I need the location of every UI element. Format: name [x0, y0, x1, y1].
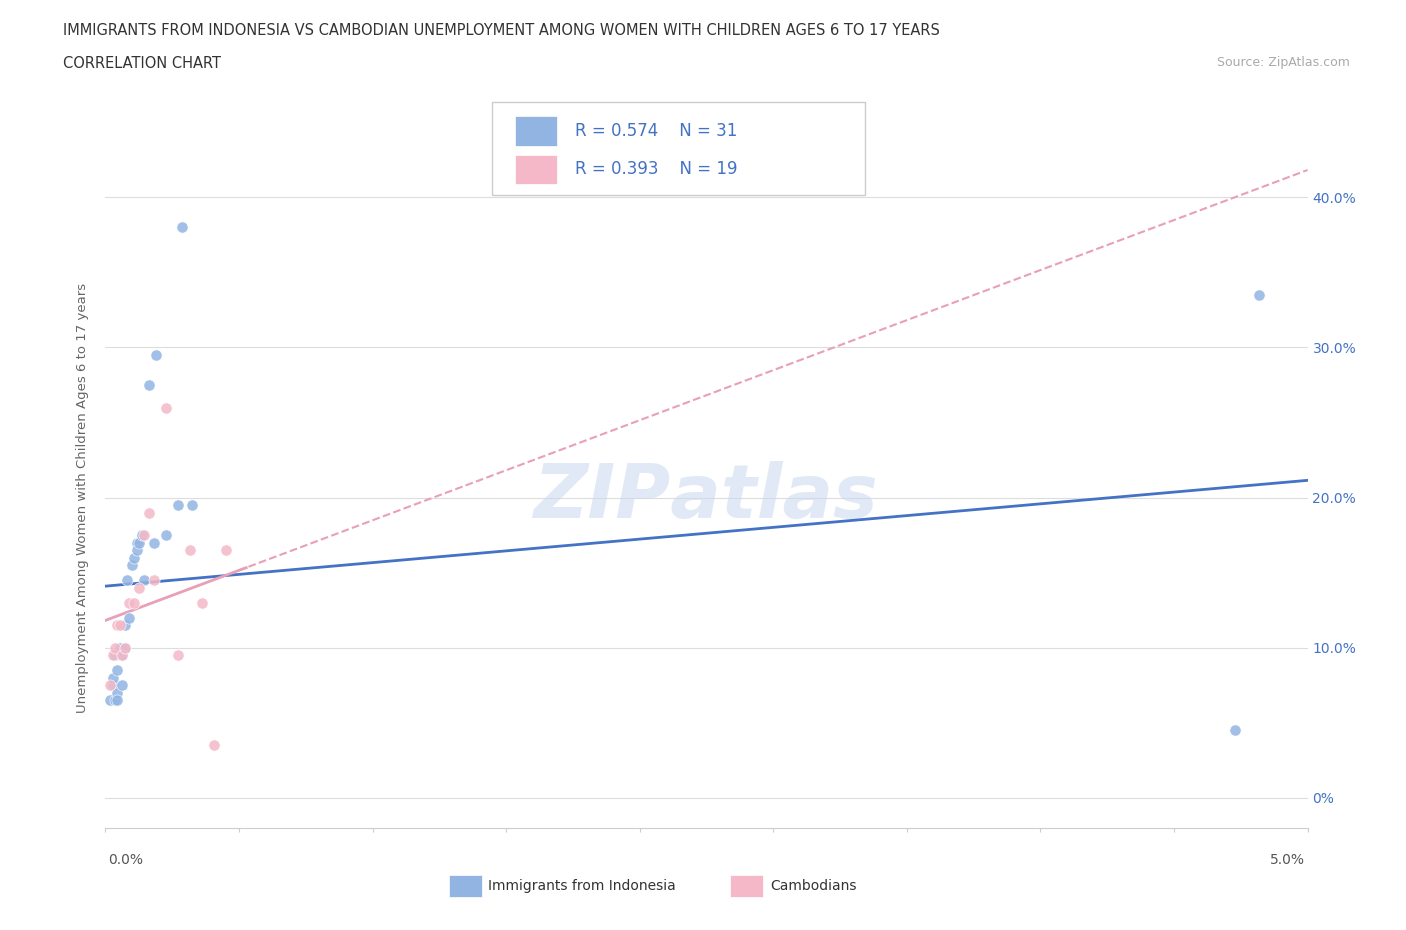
Point	[155, 400, 177, 415]
Point	[107, 663, 129, 678]
Point	[124, 551, 146, 565]
Point	[107, 693, 129, 708]
Text: Cambodians: Cambodians	[770, 879, 858, 894]
Point	[118, 610, 141, 625]
Point	[142, 573, 165, 588]
Point	[125, 542, 148, 557]
Y-axis label: Unemployment Among Women with Children Ages 6 to 17 years: Unemployment Among Women with Children A…	[76, 283, 90, 712]
Text: R = 0.574    N = 31: R = 0.574 N = 31	[575, 122, 737, 140]
Point	[214, 542, 236, 557]
Point	[155, 527, 177, 542]
Point	[121, 558, 143, 573]
Point	[1249, 287, 1271, 302]
Point	[128, 580, 150, 595]
Point	[104, 640, 127, 655]
Point	[190, 595, 212, 610]
Point	[111, 647, 134, 662]
Point	[202, 737, 225, 752]
Point	[125, 535, 148, 550]
Point	[131, 527, 153, 542]
Point	[132, 527, 155, 542]
Point	[107, 618, 129, 632]
Point	[128, 535, 150, 550]
Point	[107, 685, 129, 700]
Point	[111, 678, 134, 693]
Point	[118, 595, 141, 610]
Point	[101, 671, 124, 685]
Point	[138, 505, 160, 520]
Point	[1225, 723, 1247, 737]
Text: R = 0.393    N = 19: R = 0.393 N = 19	[575, 161, 738, 179]
Point	[114, 640, 136, 655]
Point	[142, 535, 165, 550]
Point	[98, 693, 121, 708]
Text: Source: ZipAtlas.com: Source: ZipAtlas.com	[1216, 56, 1350, 69]
Point	[172, 220, 194, 235]
Text: CORRELATION CHART: CORRELATION CHART	[63, 56, 221, 71]
Point	[104, 647, 127, 662]
Point	[145, 348, 167, 363]
Point	[124, 595, 146, 610]
Point	[108, 640, 131, 655]
Point	[115, 573, 138, 588]
Text: IMMIGRANTS FROM INDONESIA VS CAMBODIAN UNEMPLOYMENT AMONG WOMEN WITH CHILDREN AG: IMMIGRANTS FROM INDONESIA VS CAMBODIAN U…	[63, 23, 941, 38]
Point	[111, 647, 134, 662]
Point	[108, 618, 131, 632]
Point	[101, 678, 124, 693]
Text: 5.0%: 5.0%	[1270, 853, 1305, 868]
Point	[114, 640, 136, 655]
Text: Immigrants from Indonesia: Immigrants from Indonesia	[488, 879, 676, 894]
Text: ZIP​atlas: ZIP​atlas	[534, 461, 879, 534]
Point	[101, 647, 124, 662]
Point	[166, 498, 188, 512]
Point	[138, 378, 160, 392]
Point	[179, 542, 201, 557]
Point	[98, 678, 121, 693]
Point	[132, 573, 155, 588]
Point	[114, 618, 136, 632]
Text: 0.0%: 0.0%	[108, 853, 143, 868]
Point	[166, 647, 188, 662]
Point	[104, 693, 127, 708]
Point	[181, 498, 204, 512]
